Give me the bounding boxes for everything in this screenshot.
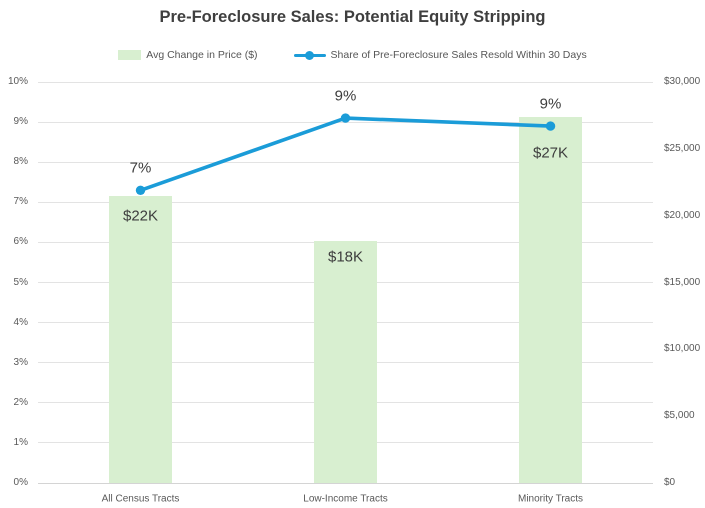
right-axis-tick-label: $0	[664, 477, 676, 488]
gridline	[38, 201, 653, 203]
right-axis-tick-label: $30,000	[664, 76, 701, 87]
left-axis-tick-label: 1%	[13, 436, 28, 448]
left-axis-tick-label: 3%	[13, 356, 28, 368]
bar-legend-label: Avg Change in Price ($)	[146, 49, 258, 61]
left-axis-tick-label: 4%	[13, 316, 28, 328]
bar	[109, 195, 172, 483]
line-path	[138, 116, 553, 193]
gridline	[38, 482, 653, 484]
left-axis-tick-label: 7%	[13, 196, 28, 208]
bar-value-label: $22K	[122, 207, 159, 225]
left-axis-tick-label: 6%	[13, 236, 28, 248]
legend-item-bar: Avg Change in Price ($)	[118, 49, 258, 61]
legend-item-line: Share of Pre-Foreclosure Sales Resold Wi…	[293, 49, 587, 61]
right-axis-tick-label: $15,000	[664, 276, 701, 288]
line-legend-dot-icon	[305, 50, 315, 60]
category-axis-label: All Census Tracts	[101, 493, 180, 505]
line-legend-sample-icon	[293, 50, 326, 60]
right-axis-tick-label: $25,000	[664, 142, 701, 154]
bar	[519, 116, 582, 483]
left-axis-tick-label: 10%	[7, 76, 28, 87]
left-axis-tick-label: 2%	[13, 396, 28, 408]
bar	[314, 241, 377, 483]
bar-value-label: $27K	[532, 144, 569, 162]
legend: Avg Change in Price ($) Share of Pre-For…	[0, 46, 705, 64]
line-value-label: 7%	[129, 159, 152, 177]
gridline	[38, 81, 653, 83]
right-axis-tick-label: $5,000	[664, 410, 695, 422]
left-axis-tick-label: 5%	[13, 276, 28, 288]
chart-title: Pre-Foreclosure Sales: Potential Equity …	[159, 8, 546, 26]
left-axis-tick-label: 0%	[13, 477, 28, 488]
line-legend-label: Share of Pre-Foreclosure Sales Resold Wi…	[330, 49, 587, 61]
left-axis-tick-label: 8%	[13, 156, 28, 168]
category-axis-label: Minority Tracts	[517, 493, 584, 505]
bar-value-label: $18K	[327, 248, 364, 266]
bar-legend-swatch-icon	[118, 50, 142, 60]
category-axis-label: Low-Income Tracts	[303, 493, 388, 505]
left-axis-tick-label: 9%	[13, 116, 28, 128]
line-point-marker	[135, 185, 146, 195]
right-axis-tick-label: $10,000	[664, 343, 701, 355]
line-value-label: 9%	[539, 95, 562, 113]
right-axis-tick-label: $20,000	[664, 209, 701, 221]
line-value-label: 9%	[334, 87, 357, 105]
